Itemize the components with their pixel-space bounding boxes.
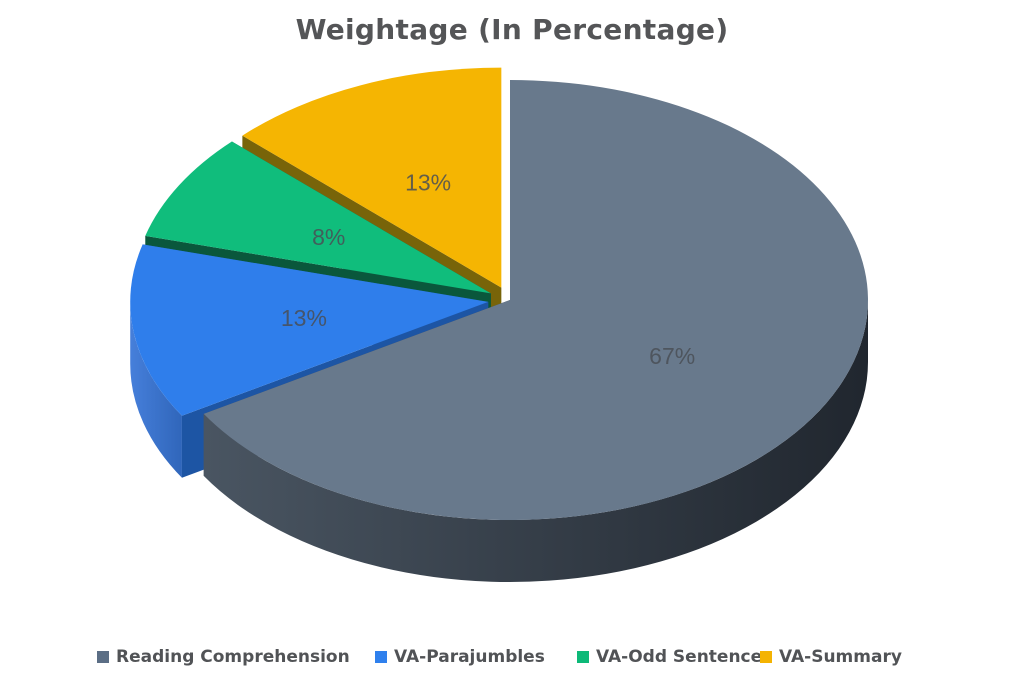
legend-swatch-icon <box>760 651 772 663</box>
slice-rim-wall-reading-comprehension <box>203 300 869 583</box>
slice-rim-wall-va-parajumbles <box>130 301 182 478</box>
value-label-va-parajumbles: 13% <box>281 305 327 331</box>
legend-label: VA-Parajumbles <box>394 647 545 667</box>
chart-title: Weightage (In Percentage) <box>295 13 729 46</box>
legend-item-va-odd-sentence: VA-Odd Sentence <box>577 643 762 671</box>
legend-item-va-summary: VA-Summary <box>760 643 902 671</box>
value-label-va-summary: 13% <box>405 169 451 195</box>
legend-swatch-icon <box>97 651 109 663</box>
legend-label: Reading Comprehension <box>116 647 350 667</box>
pie-slice-reading-comprehension: 67% <box>203 80 869 583</box>
legend-item-reading-comprehension: Reading Comprehension <box>97 643 350 671</box>
legend-label: VA-Summary <box>779 647 902 667</box>
value-label-reading-comprehension: 67% <box>649 343 695 369</box>
chart-legend: Reading Comprehension VA-Parajumbles VA-Od… <box>0 643 1024 673</box>
legend-swatch-icon <box>375 651 387 663</box>
slice-top-reading-comprehension <box>203 80 868 520</box>
slice-top-va-summary <box>242 67 502 288</box>
value-label-va-odd-sentence: 8% <box>312 224 345 250</box>
slice-top-va-odd-sentence <box>145 141 491 294</box>
legend-swatch-icon <box>577 651 589 663</box>
legend-item-va-parajumbles: VA-Parajumbles <box>375 643 545 671</box>
slice-top-va-parajumbles <box>130 244 489 416</box>
legend-label: VA-Odd Sentence <box>596 647 763 667</box>
